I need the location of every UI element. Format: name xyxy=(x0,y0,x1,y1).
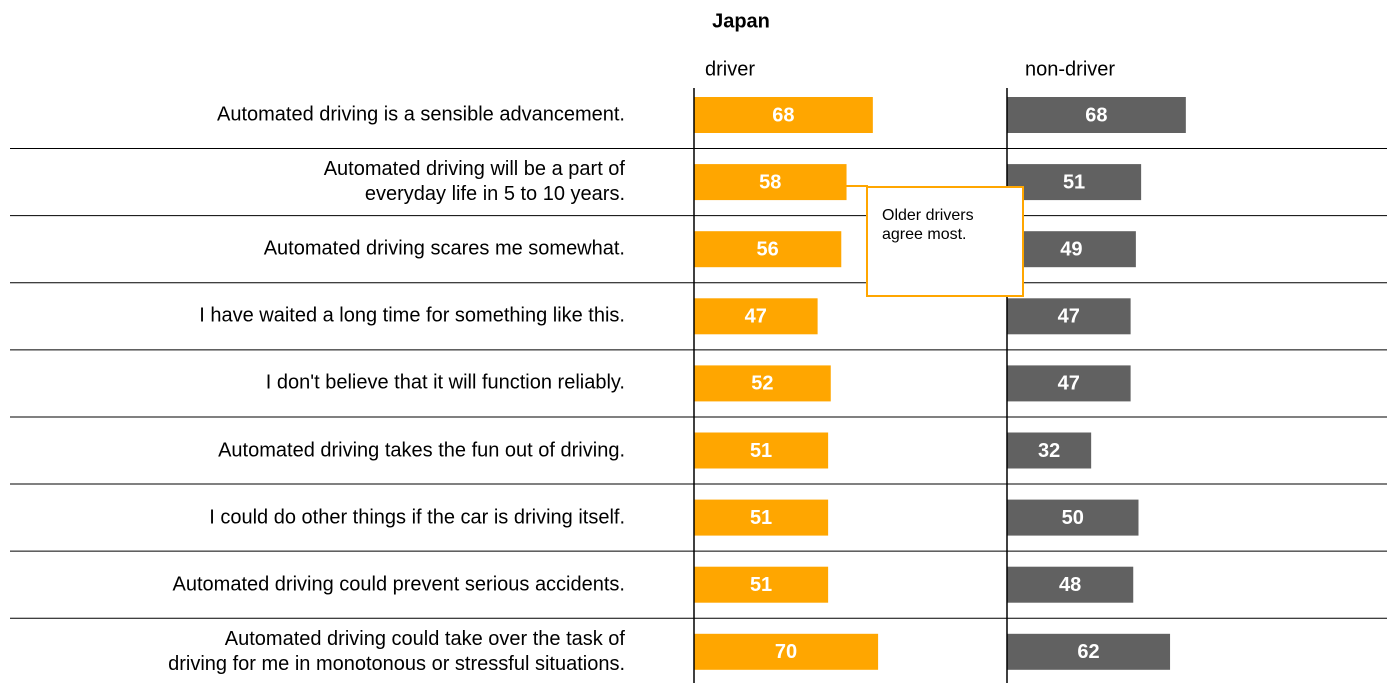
value-label: 32 xyxy=(1038,440,1060,462)
bar xyxy=(694,566,829,603)
bar xyxy=(1007,499,1139,536)
bar xyxy=(1007,298,1131,335)
annotation: Older drivers agree most. xyxy=(882,207,974,243)
category-label: I have waited a long time for something … xyxy=(199,304,625,327)
panel-header: driver xyxy=(705,58,755,80)
value-label: 47 xyxy=(745,306,767,328)
category-label: I don't believe that it will function re… xyxy=(265,371,625,394)
bar xyxy=(1007,97,1186,133)
category-label: Automated driving will be a part of ever… xyxy=(323,158,625,206)
value-label: 70 xyxy=(775,641,797,663)
value-label: 50 xyxy=(1062,507,1084,529)
value-label: 47 xyxy=(1058,306,1080,328)
category-label: Automated driving could prevent serious … xyxy=(172,573,625,596)
value-label: 58 xyxy=(759,171,781,193)
value-label: 51 xyxy=(750,507,772,529)
value-label: 68 xyxy=(772,104,794,126)
chart-title: Japan xyxy=(712,10,770,32)
annotation-box: Older drivers agree most. xyxy=(866,186,1024,297)
bar xyxy=(694,164,847,201)
bar xyxy=(1007,633,1171,670)
value-label: 51 xyxy=(750,574,772,596)
bar xyxy=(694,231,842,268)
category-label: Automated driving scares me somewhat. xyxy=(263,237,625,260)
bar xyxy=(694,298,818,335)
category-label: Automated driving could take over the ta… xyxy=(168,627,625,675)
panel-header: non-driver xyxy=(1025,58,1115,80)
value-label: 48 xyxy=(1059,574,1081,596)
bar xyxy=(694,633,879,670)
bar xyxy=(1007,164,1142,201)
bar xyxy=(1007,566,1134,603)
category-label: I could do other things if the car is dr… xyxy=(209,506,625,529)
value-label: 56 xyxy=(757,238,779,260)
value-label: 49 xyxy=(1060,238,1082,260)
bar xyxy=(1007,231,1136,268)
category-label: Automated driving takes the fun out of d… xyxy=(218,439,625,461)
value-label: 51 xyxy=(1063,171,1085,193)
value-label: 68 xyxy=(1085,104,1107,126)
bar xyxy=(694,432,829,469)
category-label: Automated driving is a sensible advancem… xyxy=(216,103,625,126)
value-label: 47 xyxy=(1058,373,1080,395)
bar xyxy=(694,499,829,536)
bar xyxy=(694,365,831,402)
bar xyxy=(1007,365,1131,402)
value-label: 51 xyxy=(750,440,772,462)
bar xyxy=(694,97,873,133)
bar xyxy=(1007,432,1092,469)
value-label: 62 xyxy=(1077,641,1099,663)
value-label: 52 xyxy=(751,373,773,395)
